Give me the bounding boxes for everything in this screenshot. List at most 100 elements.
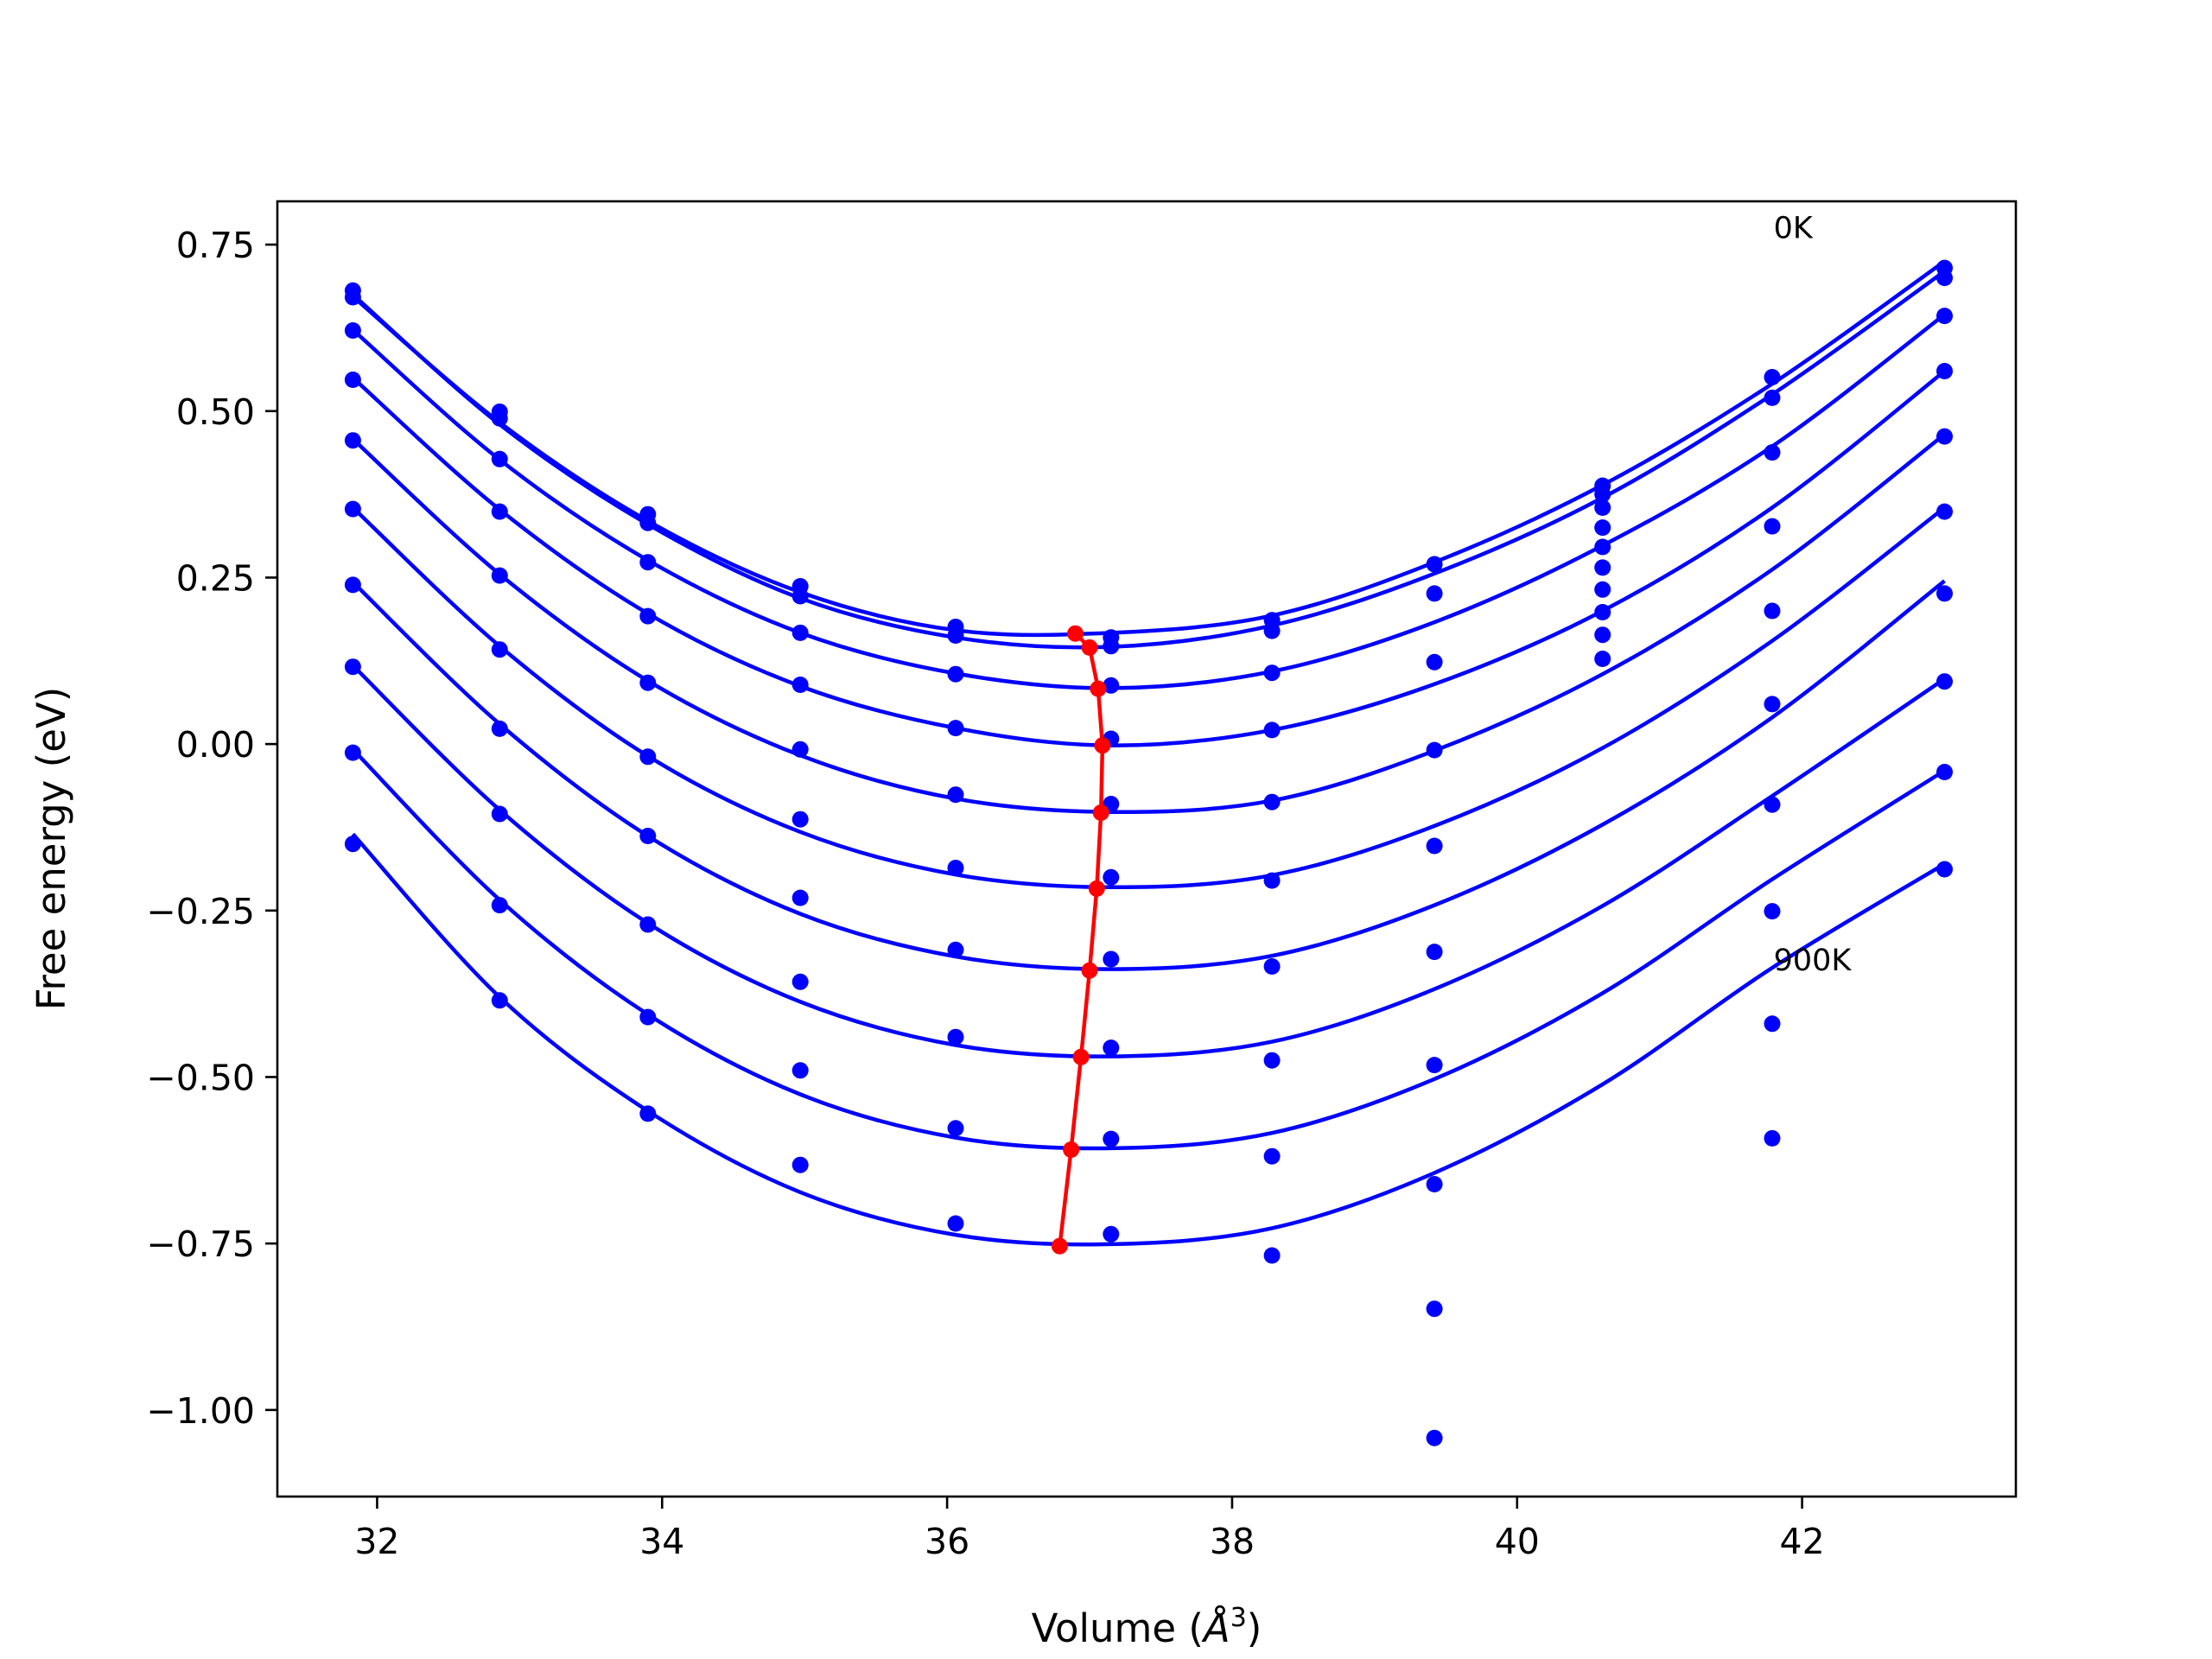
data-point-1-1 <box>491 410 508 427</box>
data-point-3-4 <box>791 741 809 758</box>
data-point-3-7 <box>791 973 809 990</box>
data-point-9-9 <box>1764 1129 1781 1147</box>
fit-curve-5 <box>351 505 1946 890</box>
data-point-0-1 <box>344 289 361 306</box>
y-tick-label-5: −0.50 <box>146 1057 255 1098</box>
data-point-8-1 <box>1594 486 1611 503</box>
data-point-1-3 <box>491 503 508 520</box>
data-point-6-1 <box>1263 622 1281 639</box>
data-point-5-6 <box>1103 950 1120 968</box>
x-tick-label-3: 38 <box>1210 1521 1255 1562</box>
data-point-9-3 <box>1764 518 1781 535</box>
data-point-2-5 <box>639 748 657 766</box>
y-axis-ticks: 0.75 0.50 0.25 0.00 −0.25 −0.50 −0.75 −1.00 <box>146 225 277 1432</box>
data-point-7-7 <box>1426 1176 1443 1192</box>
data-point-0-5 <box>344 500 361 518</box>
data-point-3-1 <box>791 588 809 605</box>
x-tick-label-2: 36 <box>925 1521 969 1562</box>
data-point-6-2 <box>1263 664 1281 682</box>
data-point-3-5 <box>791 810 809 828</box>
data-point-8-5 <box>1594 559 1611 576</box>
data-point-1-4 <box>491 567 508 584</box>
y-tick-label-7: −1.00 <box>146 1390 255 1432</box>
data-point-6-9 <box>1263 1247 1281 1264</box>
data-point-4-5 <box>947 860 964 876</box>
data-point-9-8 <box>1764 1015 1781 1033</box>
data-point-4-7 <box>947 1028 964 1046</box>
data-point-5-7 <box>1103 1039 1120 1057</box>
data-point-7-1 <box>1426 585 1443 602</box>
data-point-2-8 <box>639 1008 657 1026</box>
data-point-7-2 <box>1426 653 1443 671</box>
data-point-10-3 <box>1936 363 1953 379</box>
fit-curve-0 <box>351 259 1946 638</box>
data-point-4-2 <box>947 665 964 683</box>
data-point-2-2 <box>639 554 657 571</box>
data-point-7-9 <box>1426 1429 1443 1446</box>
data-point-8-7 <box>1594 604 1611 620</box>
fit-curve-7 <box>351 664 1946 1058</box>
x-axis-label-unit: Å <box>1201 1605 1230 1651</box>
minimum-point-8 <box>1063 1141 1080 1158</box>
data-point-10-5 <box>1936 503 1953 520</box>
data-point-2-7 <box>639 916 657 933</box>
data-point-9-1 <box>1764 389 1781 406</box>
data-point-7-3 <box>1426 741 1443 759</box>
data-point-2-6 <box>639 828 657 844</box>
data-point-5-2 <box>1103 677 1120 694</box>
minimum-point-2 <box>1090 680 1107 697</box>
x-tick-label-5: 42 <box>1780 1521 1825 1562</box>
fit-curve-6 <box>351 579 1946 971</box>
data-point-9-6 <box>1764 796 1781 813</box>
data-point-6-6 <box>1263 958 1281 975</box>
data-point-6-5 <box>1263 872 1281 889</box>
data-point-5-9 <box>1103 1225 1120 1243</box>
data-point-4-1 <box>947 627 964 644</box>
data-point-10-7 <box>1936 673 1953 690</box>
x-tick-label-1: 34 <box>639 1521 684 1562</box>
data-point-1-9 <box>491 992 508 1009</box>
data-point-4-3 <box>947 720 964 737</box>
data-point-1-5 <box>491 641 508 658</box>
data-point-6-4 <box>1263 793 1281 810</box>
data-point-10-9 <box>1936 861 1953 878</box>
annotation-1: 900K <box>1774 944 1853 978</box>
data-point-1-6 <box>491 720 508 737</box>
data-point-5-5 <box>1103 868 1120 886</box>
minimum-line-path <box>1058 632 1105 1247</box>
data-point-8-4 <box>1594 538 1611 556</box>
data-point-2-4 <box>639 674 657 691</box>
data-point-9-5 <box>1764 696 1781 713</box>
data-point-9-7 <box>1764 903 1781 920</box>
data-point-3-2 <box>791 624 809 641</box>
data-point-8-6 <box>1594 581 1611 598</box>
data-point-1-7 <box>491 805 508 823</box>
data-point-7-4 <box>1426 837 1443 855</box>
data-point-2-1 <box>639 514 657 531</box>
y-axis-label: Free energy (eV) <box>29 687 74 1010</box>
data-point-0-7 <box>344 658 361 676</box>
y-tick-label-1: 0.50 <box>176 391 255 433</box>
data-point-10-8 <box>1936 764 1953 780</box>
minimum-point-7 <box>1072 1048 1090 1065</box>
x-axis-label: Volume (Å3) <box>1032 1603 1262 1651</box>
data-points <box>344 259 1953 1446</box>
data-point-1-2 <box>491 450 508 467</box>
minimum-point-4 <box>1092 804 1109 821</box>
y-tick-label-4: −0.25 <box>146 891 255 932</box>
data-point-5-1 <box>1103 638 1120 655</box>
y-tick-label-6: −0.75 <box>146 1224 255 1265</box>
data-point-7-8 <box>1426 1300 1443 1318</box>
data-point-2-9 <box>639 1105 657 1122</box>
data-point-3-8 <box>791 1062 809 1079</box>
data-point-4-4 <box>947 786 964 804</box>
data-point-4-6 <box>947 941 964 958</box>
data-point-6-3 <box>1263 721 1281 739</box>
data-point-6-7 <box>1263 1052 1281 1069</box>
data-point-4-9 <box>947 1215 964 1232</box>
minimum-point-0 <box>1067 625 1084 642</box>
data-point-3-3 <box>791 677 809 693</box>
data-point-2-3 <box>639 607 657 625</box>
